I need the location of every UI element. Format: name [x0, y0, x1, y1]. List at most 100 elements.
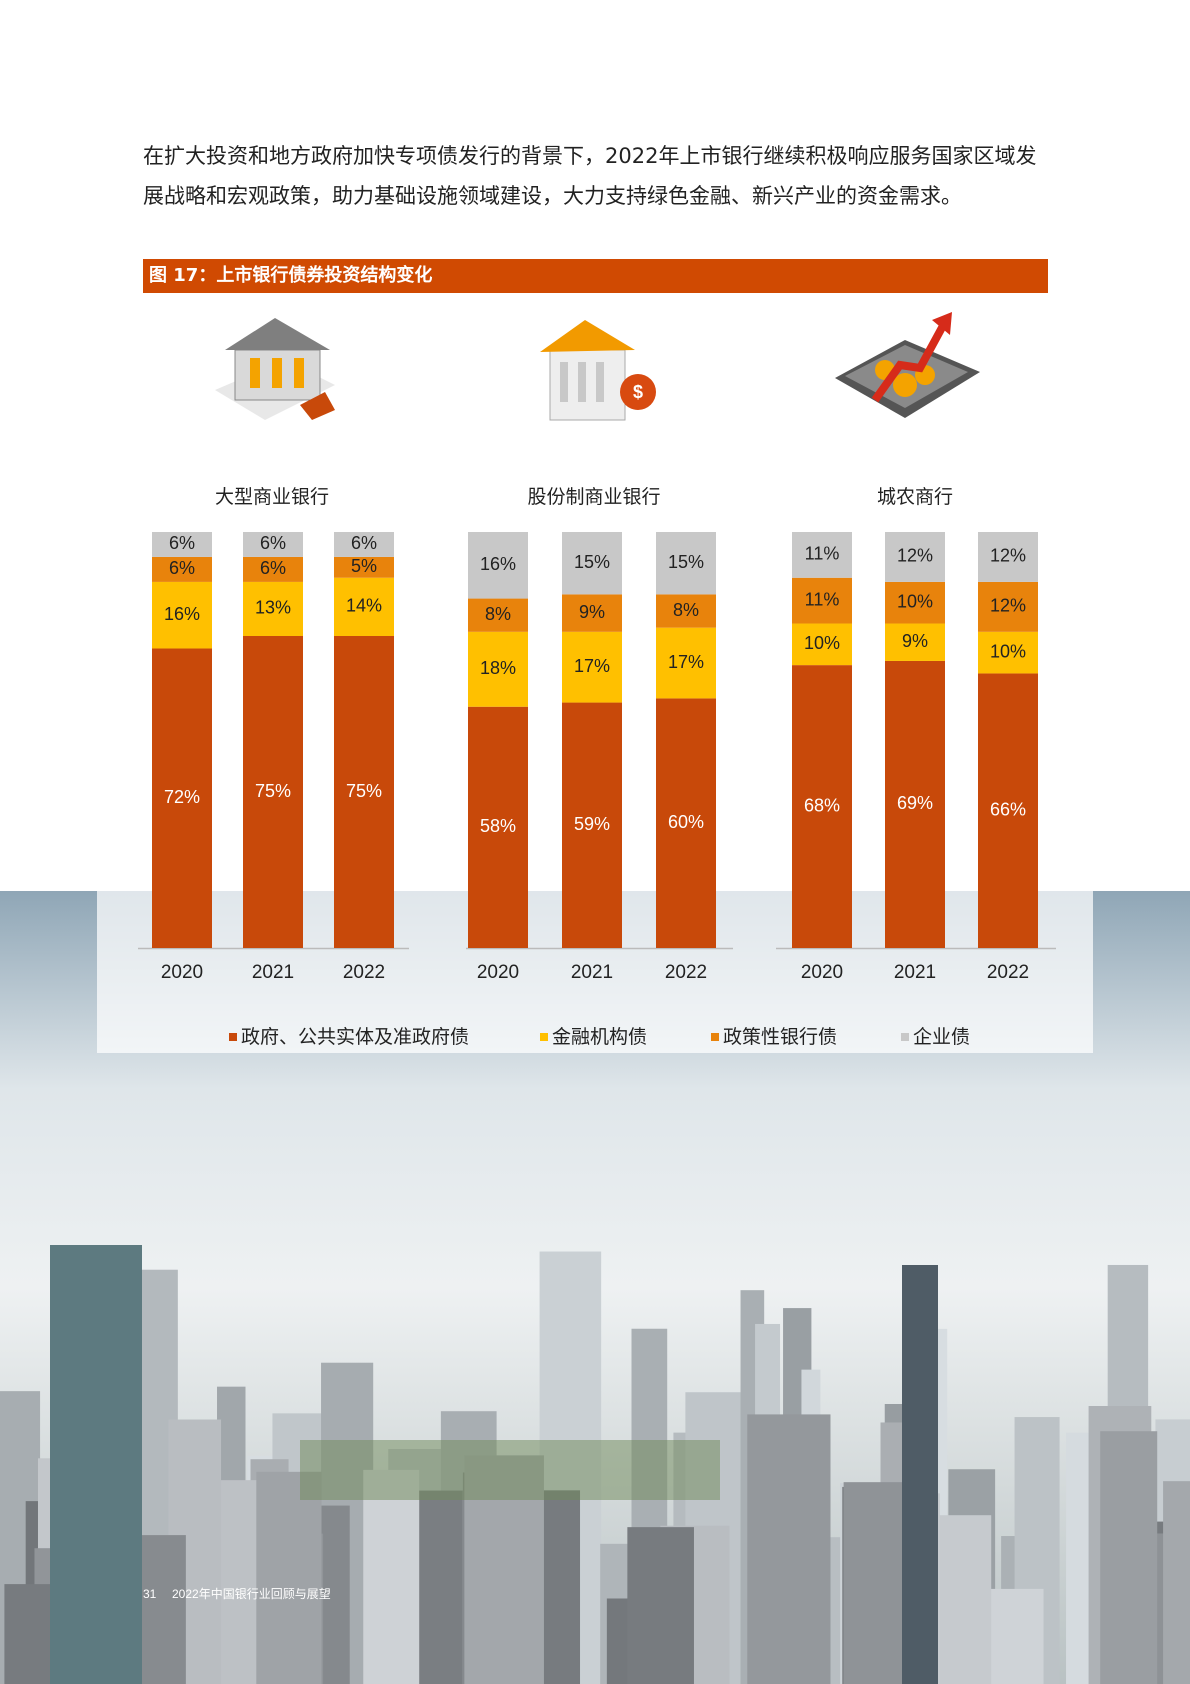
- bar-segment: [885, 660, 945, 948]
- tower: [50, 1245, 142, 1684]
- footer-text: 2022年中国银行业回顾与展望: [172, 1586, 331, 1601]
- data-label: 66%: [990, 799, 1026, 819]
- bar-segment: [243, 556, 303, 582]
- bar-segment: [334, 577, 394, 636]
- bar-segment: [152, 648, 212, 948]
- data-label: 10%: [990, 641, 1026, 661]
- data-label: 14%: [346, 596, 382, 616]
- bar-segment: [562, 702, 622, 948]
- bar-segment: [792, 665, 852, 948]
- bar-segment: [656, 627, 716, 699]
- legend-swatch: [711, 1033, 719, 1041]
- bar-segment: [334, 556, 394, 578]
- x-tick-label: 2021: [252, 962, 294, 983]
- data-label: 8%: [485, 604, 511, 624]
- legend-swatch: [901, 1033, 909, 1041]
- data-label: 12%: [990, 596, 1026, 616]
- x-tick-label: 2020: [801, 962, 843, 983]
- data-label: 6%: [169, 533, 195, 553]
- x-tick-label: 2022: [665, 962, 707, 983]
- data-label: 6%: [260, 533, 286, 553]
- data-label: 72%: [164, 787, 200, 807]
- data-label: 16%: [480, 554, 516, 574]
- bar-segment: [334, 532, 394, 557]
- bar-segment: [885, 532, 945, 582]
- bar-segment: [243, 636, 303, 948]
- data-label: 5%: [351, 556, 377, 576]
- bar-segment: [468, 631, 528, 707]
- bar-segment: [152, 556, 212, 582]
- data-label: 8%: [673, 600, 699, 620]
- figure-title: 图 17：上市银行债券投资结构变化: [143, 259, 1048, 293]
- data-label: 68%: [804, 795, 840, 815]
- bar-segment: [978, 532, 1038, 582]
- bar-segment: [792, 577, 852, 624]
- data-label: 12%: [990, 546, 1026, 566]
- building: [627, 1527, 694, 1684]
- panel-title: 城农商行: [877, 486, 953, 508]
- svg-text:$: $: [633, 382, 643, 402]
- data-label: 10%: [897, 591, 933, 611]
- bar-segment: [885, 581, 945, 624]
- building: [987, 1588, 1044, 1684]
- building: [747, 1414, 831, 1684]
- building: [931, 1515, 992, 1684]
- bar-segment: [152, 532, 212, 557]
- bar-segment: [562, 631, 622, 703]
- x-tick-label: 2022: [987, 962, 1029, 983]
- data-label: 11%: [805, 589, 840, 609]
- data-label: 60%: [668, 812, 704, 832]
- data-label: 75%: [255, 781, 291, 801]
- data-label: 15%: [668, 552, 704, 572]
- data-label: 9%: [579, 602, 605, 622]
- building: [1163, 1481, 1190, 1684]
- legend-swatch: [229, 1033, 237, 1041]
- bar-segment: [656, 532, 716, 595]
- bar-segment: [468, 532, 528, 599]
- data-label: 18%: [480, 658, 516, 678]
- greenery: [300, 1440, 720, 1500]
- legend-label: 政策性银行债: [723, 1026, 837, 1048]
- data-label: 11%: [805, 544, 840, 564]
- data-label: 15%: [574, 552, 610, 572]
- bar-segment: [792, 623, 852, 666]
- legend-swatch: [540, 1033, 548, 1041]
- x-tick-label: 2020: [477, 962, 519, 983]
- bar-segment: [468, 706, 528, 948]
- building: [256, 1471, 322, 1684]
- paragraph: 在扩大投资和地方政府加快专项债发行的背景下，2022年上市银行继续积极响应服务国…: [143, 144, 1037, 208]
- tower: [902, 1265, 938, 1684]
- panel-title: 股份制商业银行: [527, 486, 660, 508]
- bar-segment: [656, 698, 716, 948]
- data-label: 17%: [668, 652, 704, 672]
- data-label: 6%: [351, 533, 377, 553]
- city-skyline: [0, 1245, 1190, 1684]
- bar-segment: [468, 598, 528, 632]
- legend-label: 政府、公共实体及准政府债: [241, 1026, 469, 1048]
- data-label: 6%: [169, 558, 195, 578]
- x-tick-label: 2021: [571, 962, 613, 983]
- bar-segment: [656, 594, 716, 628]
- x-tick-label: 2020: [161, 962, 203, 983]
- bar-segment: [243, 532, 303, 557]
- x-tick-label: 2021: [894, 962, 936, 983]
- bar-segment: [792, 532, 852, 578]
- data-label: 69%: [897, 793, 933, 813]
- data-label: 59%: [574, 814, 610, 834]
- panel-title: 大型商业银行: [215, 486, 329, 508]
- bar-segment: [152, 581, 212, 649]
- building: [1100, 1431, 1158, 1684]
- data-label: 17%: [574, 656, 610, 676]
- page-number: 31: [143, 1587, 157, 1601]
- data-label: 6%: [260, 558, 286, 578]
- bar-segment: [243, 581, 303, 636]
- bar-segment: [562, 532, 622, 595]
- data-label: 10%: [804, 633, 840, 653]
- data-label: 58%: [480, 816, 516, 836]
- legend-label: 企业债: [913, 1026, 970, 1048]
- data-label: 12%: [897, 546, 933, 566]
- icon-bank-money: $: [540, 320, 656, 421]
